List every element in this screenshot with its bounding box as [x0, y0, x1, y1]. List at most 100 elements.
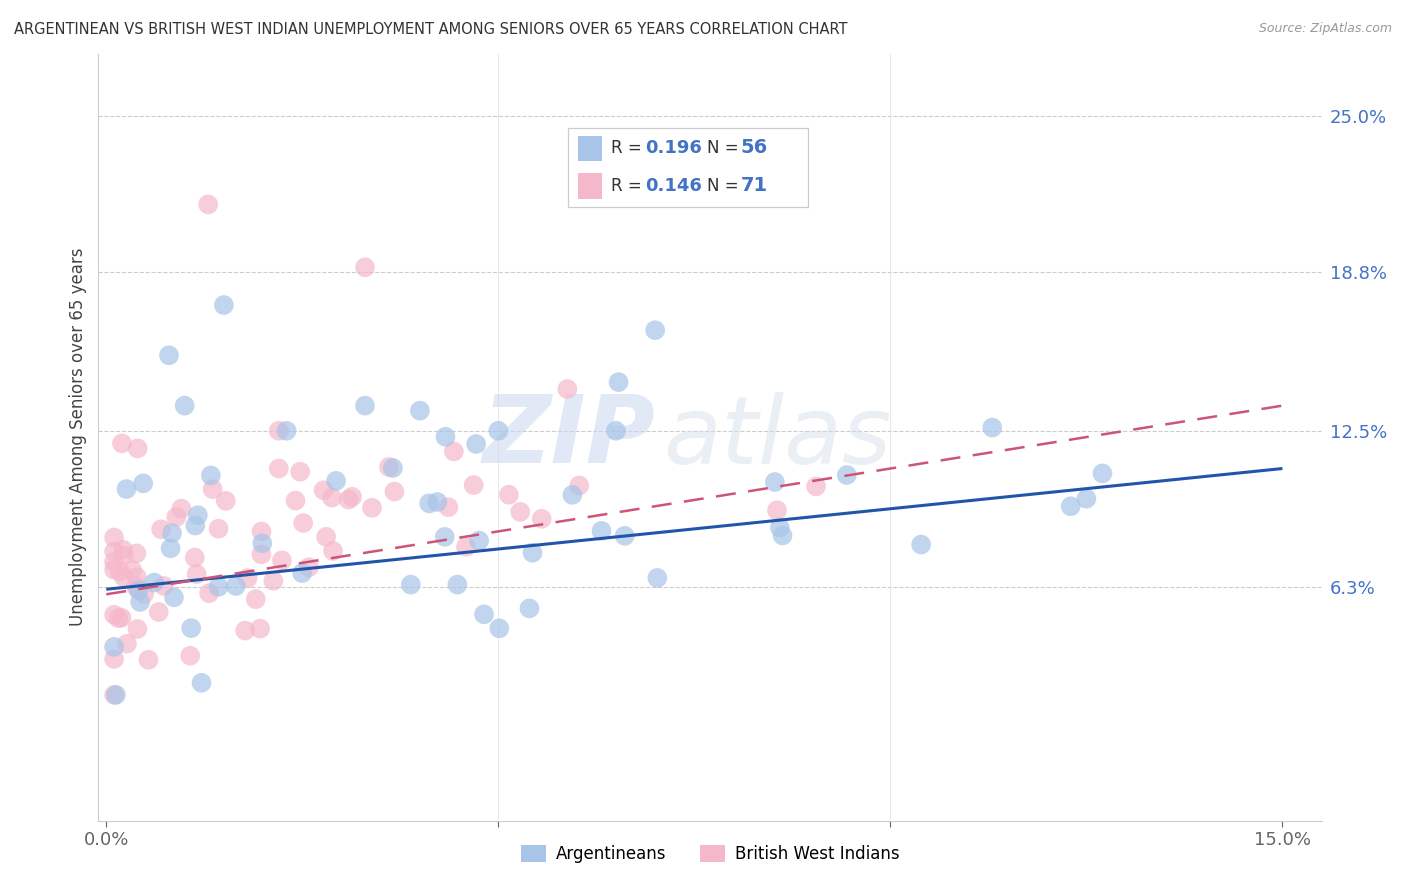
Point — [409, 403, 432, 417]
Point — [910, 538, 932, 552]
Point — [321, 491, 343, 505]
Point — [165, 510, 187, 524]
Text: ZIP: ZIP — [482, 391, 655, 483]
Point — [418, 496, 440, 510]
Point — [103, 544, 125, 558]
Point — [250, 547, 273, 561]
Point — [434, 430, 457, 444]
Point — [446, 577, 468, 591]
Point — [454, 540, 477, 554]
Point — [150, 522, 173, 536]
Point — [252, 536, 274, 550]
Point — [381, 461, 404, 475]
Point — [112, 542, 135, 557]
Text: 0.146: 0.146 — [645, 177, 702, 194]
Text: N =: N = — [707, 177, 744, 194]
Point — [245, 592, 267, 607]
Text: 0.196: 0.196 — [645, 139, 702, 157]
Point — [180, 621, 202, 635]
Point — [292, 516, 315, 530]
Point — [160, 526, 183, 541]
Point — [267, 424, 290, 438]
Y-axis label: Unemployment Among Seniors over 65 years: Unemployment Among Seniors over 65 years — [69, 248, 87, 626]
Point — [127, 622, 149, 636]
Point — [763, 475, 786, 489]
Point — [519, 601, 541, 615]
Point — [522, 546, 544, 560]
Point — [340, 490, 363, 504]
Point — [312, 483, 335, 498]
Point — [157, 348, 180, 362]
Point — [591, 524, 613, 538]
Text: N =: N = — [707, 139, 744, 157]
Point — [132, 476, 155, 491]
Point — [804, 479, 827, 493]
Point — [354, 260, 377, 275]
Point — [486, 424, 509, 438]
Point — [276, 424, 298, 438]
Point — [835, 468, 858, 483]
Point — [250, 524, 273, 539]
Point — [337, 492, 360, 507]
Point — [148, 605, 170, 619]
Point — [207, 580, 229, 594]
Point — [103, 531, 125, 545]
Point — [443, 444, 465, 458]
Point — [361, 500, 384, 515]
Point — [530, 512, 553, 526]
Point — [498, 488, 520, 502]
Point — [561, 488, 583, 502]
Point — [322, 544, 344, 558]
Point — [354, 399, 377, 413]
Point — [201, 482, 224, 496]
Point — [236, 571, 259, 585]
Bar — [578, 136, 602, 161]
Point — [437, 500, 460, 515]
Point — [125, 580, 148, 594]
Point — [128, 583, 150, 598]
Point — [103, 607, 125, 622]
Point — [568, 478, 591, 492]
Point — [378, 460, 401, 475]
Point — [605, 424, 627, 438]
Point — [212, 298, 235, 312]
Point — [1060, 500, 1083, 514]
Point — [103, 563, 125, 577]
Point — [207, 522, 229, 536]
Point — [325, 474, 347, 488]
Point — [433, 530, 456, 544]
Point — [215, 493, 238, 508]
Text: R =: R = — [612, 177, 647, 194]
Point — [125, 570, 148, 584]
Point — [184, 518, 207, 533]
Legend: Argentineans, British West Indians: Argentineans, British West Indians — [515, 838, 905, 870]
Point — [138, 653, 160, 667]
Point — [426, 495, 449, 509]
Point — [399, 577, 422, 591]
Point — [249, 622, 271, 636]
Point — [103, 640, 125, 654]
Point — [267, 461, 290, 475]
Point — [104, 688, 127, 702]
Text: atlas: atlas — [664, 392, 891, 483]
Point — [468, 533, 491, 548]
Point — [103, 688, 125, 702]
Point — [107, 611, 129, 625]
Point — [129, 595, 152, 609]
Text: 71: 71 — [741, 177, 768, 195]
Point — [200, 468, 222, 483]
Text: Source: ZipAtlas.com: Source: ZipAtlas.com — [1258, 22, 1392, 36]
Point — [111, 436, 134, 450]
Point — [488, 621, 510, 635]
Point — [198, 586, 221, 600]
Point — [463, 478, 485, 492]
Point — [103, 555, 125, 569]
Point — [766, 503, 789, 517]
Point — [981, 420, 1004, 434]
Point — [184, 550, 207, 565]
Point — [645, 571, 668, 585]
Point — [233, 624, 256, 638]
Point — [291, 566, 314, 580]
Point — [125, 546, 148, 560]
Point — [127, 442, 149, 456]
